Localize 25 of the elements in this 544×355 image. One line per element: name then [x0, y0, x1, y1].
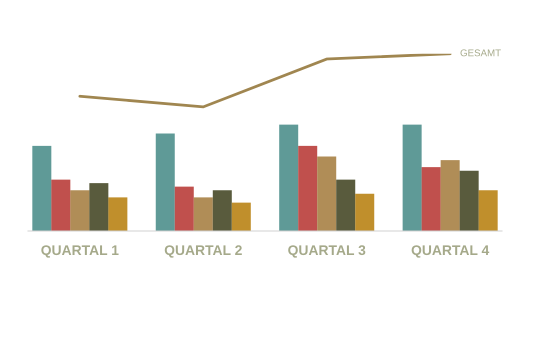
bar	[440, 160, 460, 231]
x-tick-label: QUARTAL 2	[164, 245, 242, 258]
bar	[298, 146, 318, 231]
bar	[32, 146, 52, 231]
bar	[317, 156, 336, 231]
bar	[108, 197, 128, 231]
bar	[355, 194, 374, 231]
bar	[51, 180, 70, 231]
bar	[460, 170, 479, 231]
bar	[478, 190, 498, 231]
bar	[156, 133, 175, 231]
bar	[232, 202, 251, 231]
series-label: GESAMT	[460, 49, 501, 56]
x-tick-label: QUARTAL 1	[41, 245, 119, 258]
x-tick-label: QUARTAL 3	[288, 245, 366, 258]
bar	[212, 190, 232, 231]
bar	[194, 197, 213, 231]
bar	[70, 190, 90, 231]
bar	[89, 183, 108, 231]
bar	[402, 124, 422, 231]
bar	[279, 124, 298, 231]
x-tick-label: QUARTAL 4	[412, 245, 490, 258]
bar	[174, 186, 194, 231]
bar	[336, 180, 356, 231]
bar	[422, 167, 441, 231]
